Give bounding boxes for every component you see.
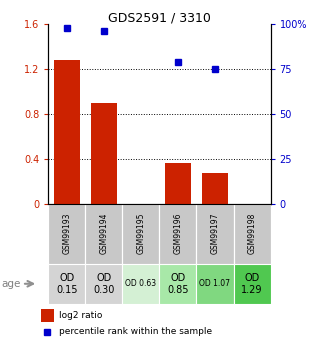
Bar	[165, 163, 191, 204]
Text: OD 0.63: OD 0.63	[125, 279, 156, 288]
Bar	[159, 264, 197, 304]
Text: log2 ratio: log2 ratio	[59, 311, 102, 320]
Text: OD
1.29: OD 1.29	[241, 273, 263, 295]
Bar	[85, 204, 122, 264]
Text: OD
0.30: OD 0.30	[93, 273, 114, 295]
Bar	[48, 204, 85, 264]
Bar	[202, 173, 228, 204]
Text: GSM99198: GSM99198	[248, 213, 257, 254]
Bar	[122, 204, 159, 264]
Title: GDS2591 / 3310: GDS2591 / 3310	[108, 11, 211, 24]
Text: GSM99195: GSM99195	[136, 213, 145, 255]
Bar	[234, 264, 271, 304]
Bar	[122, 264, 159, 304]
Text: GSM99193: GSM99193	[62, 213, 71, 255]
Text: age: age	[2, 279, 21, 289]
Text: GSM99196: GSM99196	[174, 213, 183, 255]
Bar	[159, 204, 197, 264]
Text: OD
0.85: OD 0.85	[167, 273, 189, 295]
Bar	[41, 309, 53, 322]
Bar	[48, 264, 85, 304]
Bar	[91, 103, 117, 204]
Bar	[197, 204, 234, 264]
Bar	[54, 60, 80, 204]
Text: percentile rank within the sample: percentile rank within the sample	[59, 327, 212, 336]
Text: OD 1.07: OD 1.07	[199, 279, 230, 288]
Text: GSM99194: GSM99194	[99, 213, 108, 255]
Bar	[85, 264, 122, 304]
Text: OD
0.15: OD 0.15	[56, 273, 77, 295]
Bar	[197, 264, 234, 304]
Bar	[234, 204, 271, 264]
Text: GSM99197: GSM99197	[211, 213, 220, 255]
